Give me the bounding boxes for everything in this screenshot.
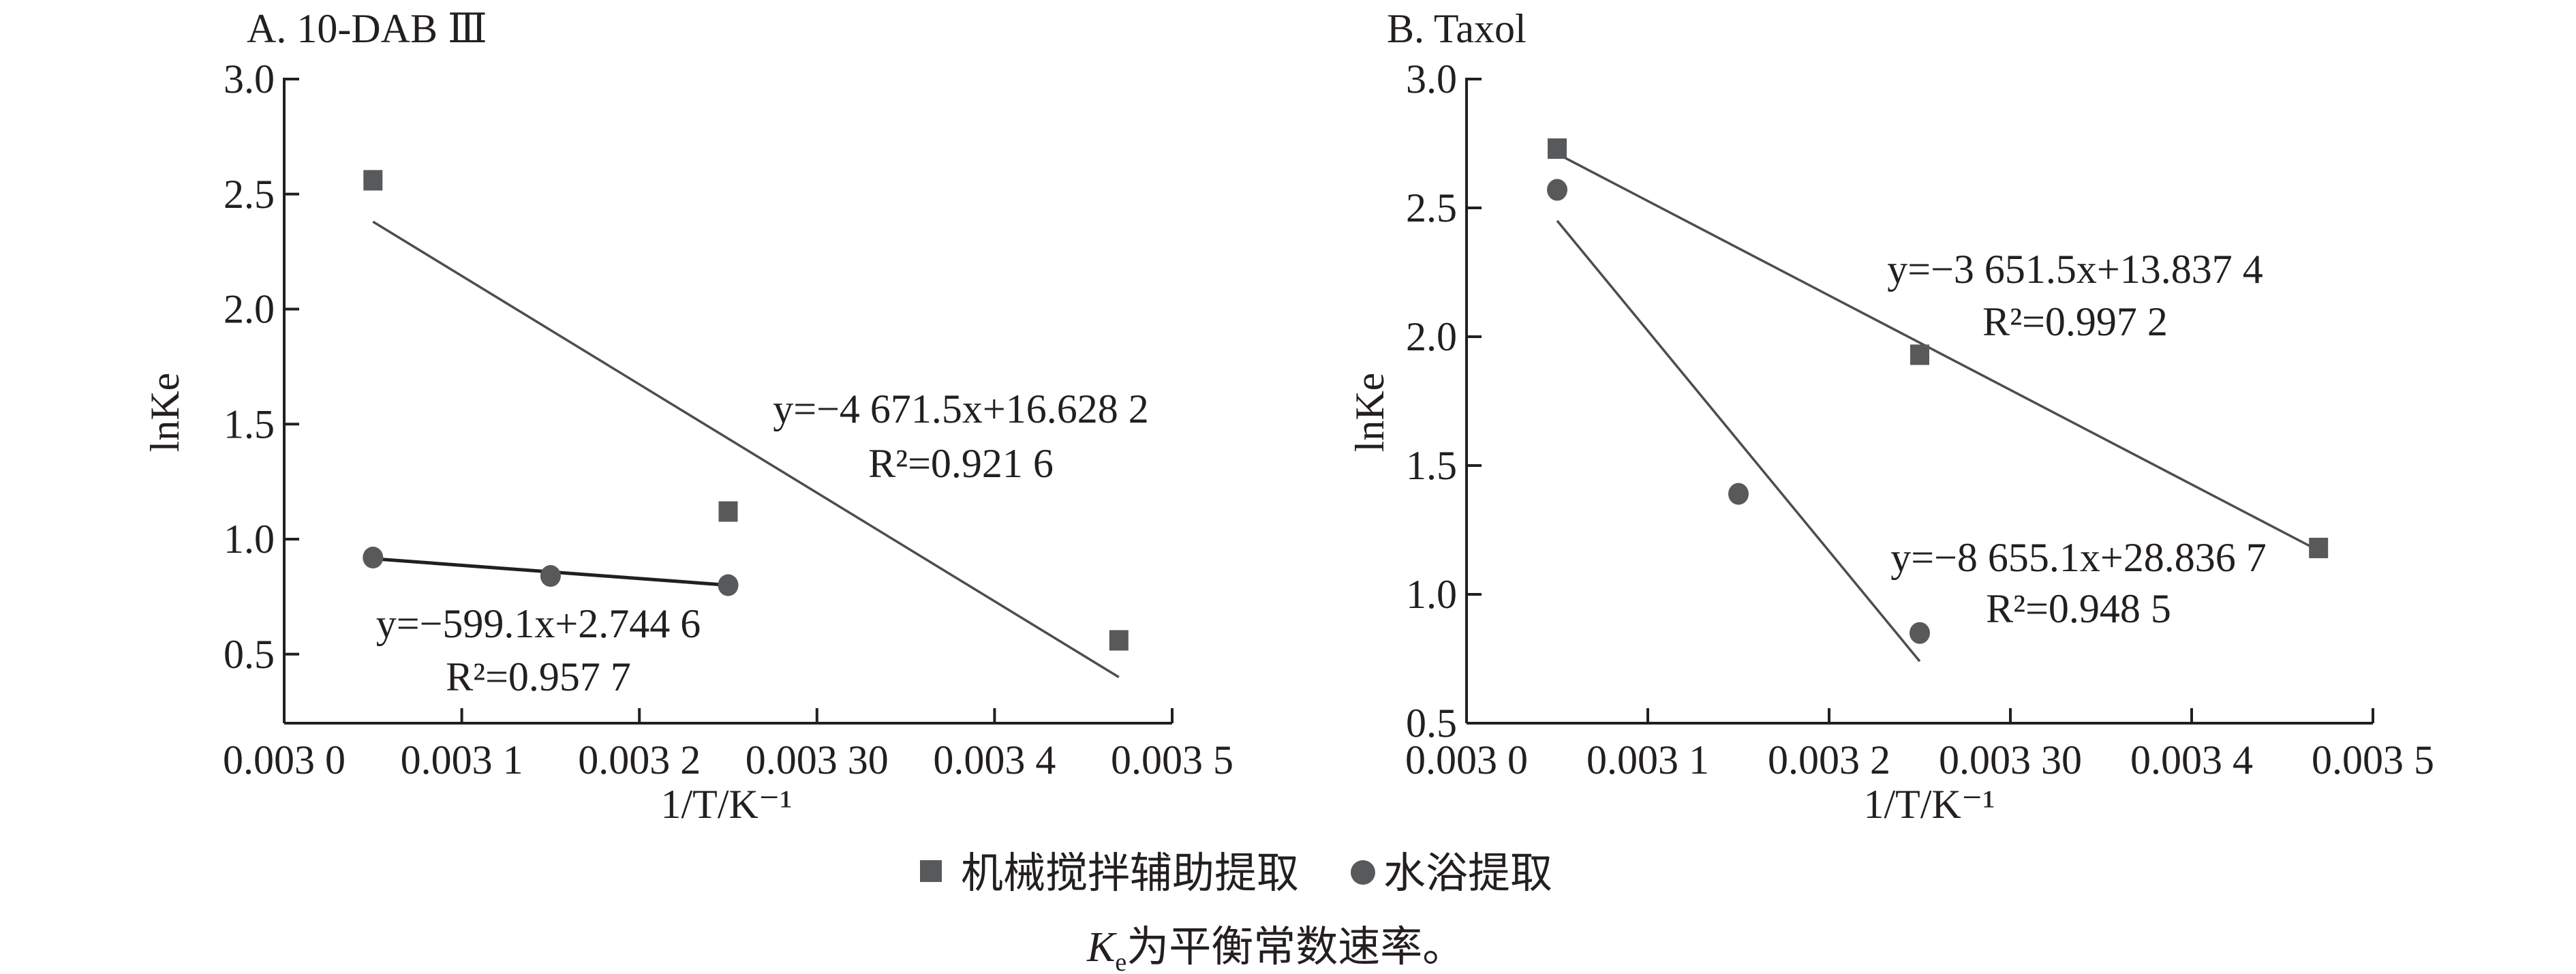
data-point-circle	[1910, 622, 1930, 644]
data-point-square	[1109, 630, 1129, 651]
y-tick-label: 1.0	[1406, 572, 1457, 617]
data-point-square	[718, 501, 738, 522]
data-point-circle	[718, 574, 739, 596]
x-tick-label: 0.003 5	[1111, 737, 1233, 782]
x-axis-label: 1/T/K⁻¹	[1864, 782, 1995, 827]
x-tick-label: 0.003 0	[223, 737, 346, 782]
x-tick-label: 0.003 0	[1405, 737, 1528, 782]
y-tick-label: 1.5	[224, 401, 275, 446]
data-point-circle	[1547, 179, 1567, 201]
fit-equation: y=−8 655.1x+28.836 7	[1890, 535, 2267, 580]
fit-equation: y=−599.1x+2.744 6	[376, 601, 701, 646]
caption: Ke为平衡常数速率。	[1086, 924, 1465, 974]
y-tick-label: 0.5	[1406, 701, 1457, 746]
x-tick-label: 0.003 1	[1586, 737, 1709, 782]
y-tick-label: 2.0	[1406, 314, 1457, 359]
y-tick-label: 3.0	[1406, 57, 1457, 102]
y-tick-label: 3.0	[224, 57, 275, 102]
legend-label-waterbath: 水浴提取	[1383, 851, 1552, 897]
x-tick-label: 0.003 30	[746, 737, 889, 782]
fit-equation: y=−4 671.5x+16.628 2	[773, 386, 1149, 431]
y-tick-label: 2.5	[1406, 185, 1457, 230]
panel-a-10dab: A. 10-DAB Ⅲ 0.5 1.0 1.5 2.0 2.5 3.0 0.003 0 0.00…	[142, 6, 1233, 827]
fit-line	[1556, 219, 1921, 663]
y-axis-label: lnKe	[1347, 373, 1392, 453]
chart-title: B. Taxol	[1387, 6, 1527, 51]
fit-r-squared: R²=0.957 7	[446, 654, 631, 699]
x-axis-label: 1/T/K⁻¹	[661, 782, 793, 827]
legend-label-mechanical: 机械搅拌辅助提取	[961, 851, 1299, 897]
legend-square-marker	[920, 860, 942, 882]
x-tick-label: 0.003 5	[2312, 737, 2434, 782]
chart-title: A. 10-DAB Ⅲ	[247, 6, 487, 51]
x-tick-label: 0.003 2	[1768, 737, 1890, 782]
x-tick-label: 0.003 4	[2130, 737, 2253, 782]
caption-subscript: e	[1115, 948, 1126, 974]
legend-circle-marker	[1351, 860, 1375, 885]
caption-text: 为平衡常数速率。	[1126, 924, 1465, 971]
fit-r-squared: R²=0.997 2	[1982, 299, 2168, 344]
fit-line	[372, 220, 1120, 678]
legend: 机械搅拌辅助提取 水浴提取	[920, 851, 1552, 897]
y-tick-label: 1.5	[1406, 443, 1457, 488]
x-tick-label: 0.003 2	[578, 737, 701, 782]
x-tick-label: 0.003 1	[401, 737, 523, 782]
data-point-circle	[540, 565, 561, 587]
data-point-square	[363, 170, 383, 191]
panel-b-taxol: B. Taxol 0.5 1.0 1.5 2.0 2.5 3.0 0.003 0 0.003 1…	[1347, 6, 2434, 827]
y-tick-label: 0.5	[224, 632, 275, 677]
y-tick-label: 1.0	[224, 517, 275, 562]
fit-line	[1557, 153, 2320, 552]
data-point-square	[2309, 537, 2329, 558]
y-axis-label: lnKe	[142, 373, 187, 453]
data-point-circle	[363, 547, 384, 568]
fit-r-squared: R²=0.921 6	[868, 441, 1054, 486]
fit-r-squared: R²=0.948 5	[1986, 586, 2171, 631]
data-point-square	[1910, 344, 1929, 365]
y-tick-label: 2.0	[224, 287, 275, 332]
y-tick-label: 2.5	[224, 172, 275, 217]
x-tick-label: 0.003 4	[933, 737, 1056, 782]
data-point-square	[1548, 138, 1567, 159]
x-tick-label: 0.003 30	[1939, 737, 2082, 782]
data-point-circle	[1728, 483, 1749, 505]
caption-symbol: K	[1086, 924, 1118, 971]
fit-equation: y=−3 651.5x+13.837 4	[1887, 247, 2263, 292]
